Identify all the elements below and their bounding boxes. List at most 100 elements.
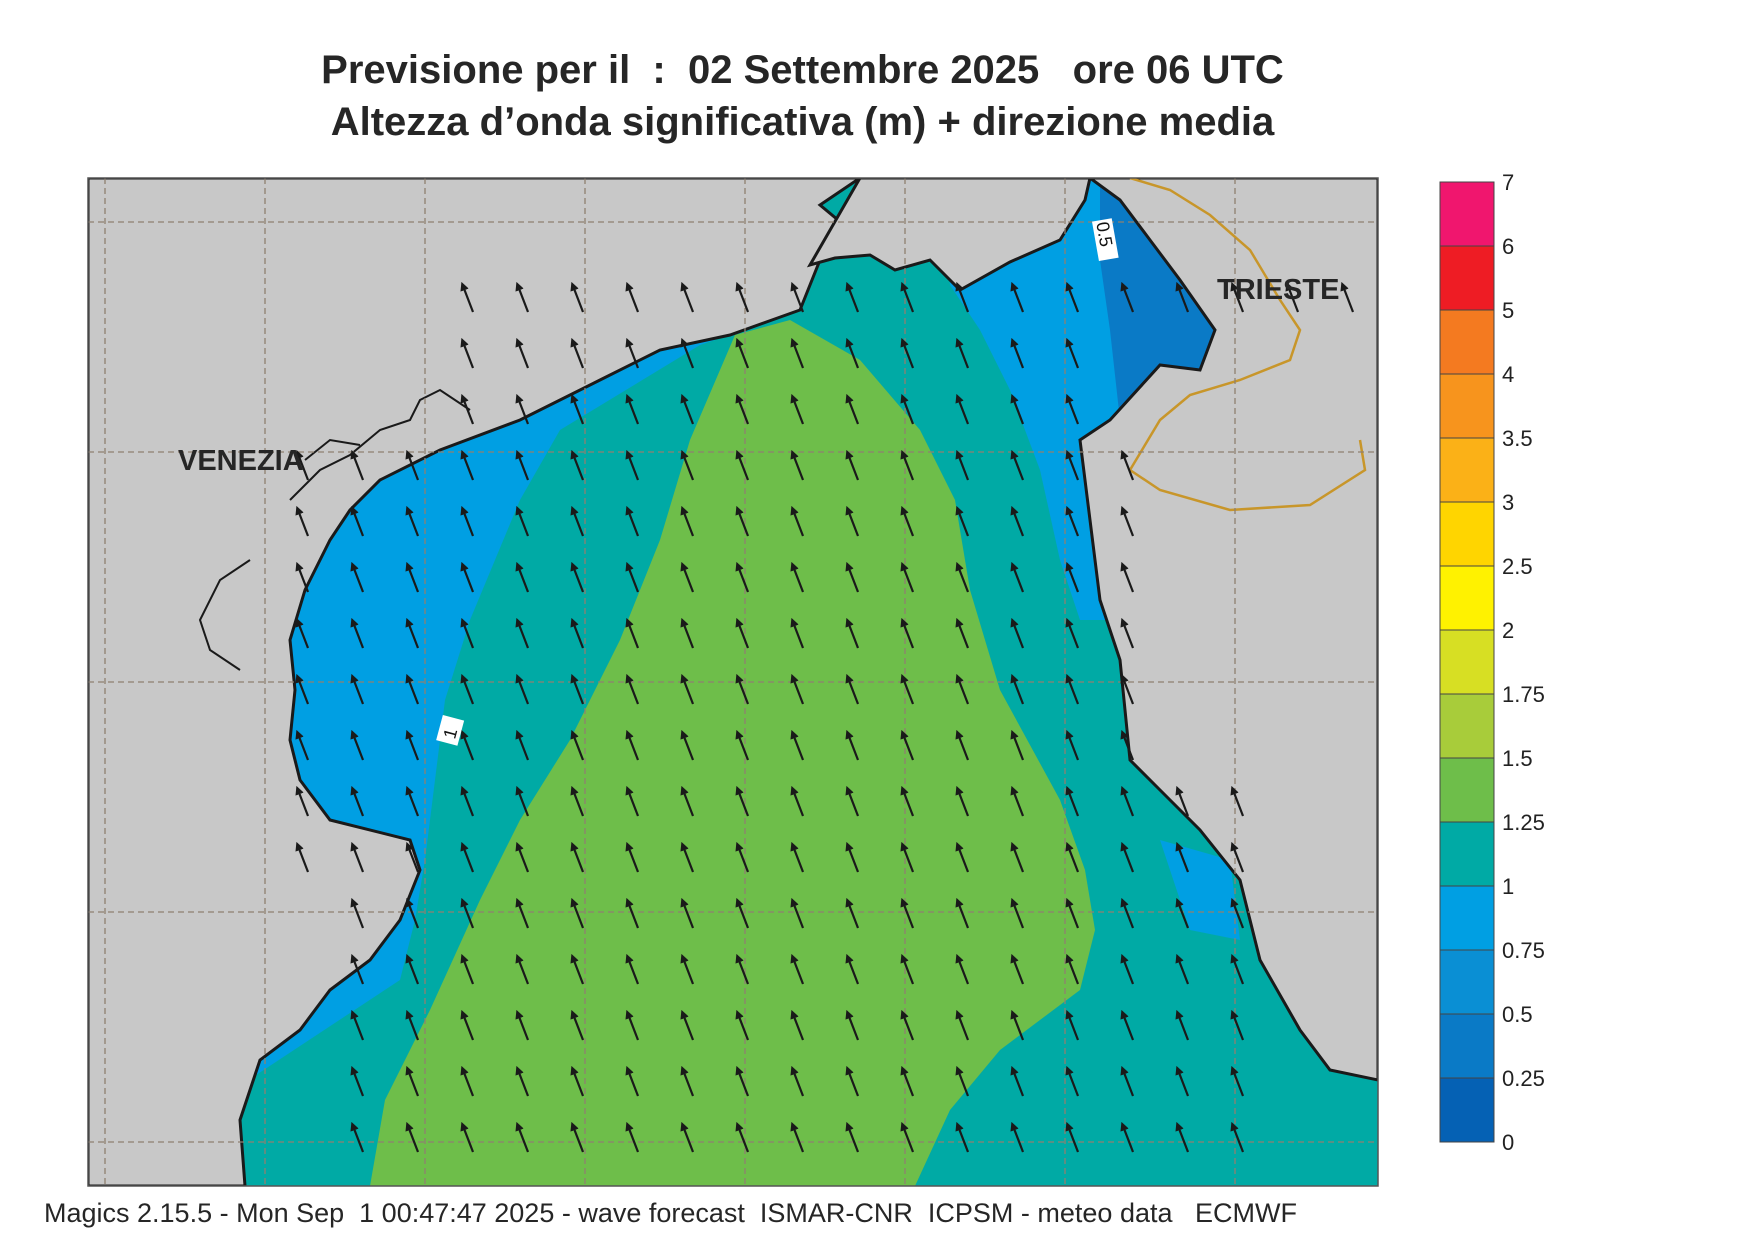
wave-arrow (1230, 785, 1245, 817)
wave-arrow (515, 617, 530, 649)
wave-arrow (570, 617, 585, 649)
wave-arrow (735, 281, 750, 313)
map-frame (87, 177, 1379, 1187)
wave-arrow (625, 505, 640, 537)
legend-color-box (1439, 1077, 1495, 1143)
wave-arrow (1120, 281, 1135, 313)
wave-arrow (570, 897, 585, 929)
wave-arrow (1010, 393, 1025, 425)
wave-arrow (790, 561, 805, 593)
wave-arrow (570, 673, 585, 705)
wave-arrow (1120, 449, 1135, 481)
wave-arrow (900, 281, 915, 313)
wave-arrow (460, 393, 475, 425)
wave-arrow (1065, 281, 1080, 313)
wave-arrow (570, 449, 585, 481)
wave-arrow (845, 337, 860, 369)
wave-arrow (350, 561, 365, 593)
wave-arrow (790, 617, 805, 649)
wave-arrow (1175, 953, 1190, 985)
legend-color-box (1439, 501, 1495, 567)
wave-arrow (1230, 897, 1245, 929)
wave-arrow (955, 505, 970, 537)
wave-arrow (955, 953, 970, 985)
wave-arrow (680, 281, 695, 313)
wave-arrow (845, 561, 860, 593)
wave-arrow (625, 449, 640, 481)
wave-arrow (845, 673, 860, 705)
wave-arrow (570, 1009, 585, 1041)
wave-arrow (460, 617, 475, 649)
wave-arrow (1010, 1009, 1025, 1041)
wave-arrow (735, 841, 750, 873)
wave-arrow (900, 1065, 915, 1097)
wave-arrow (900, 841, 915, 873)
wave-arrow (900, 785, 915, 817)
wave-arrow (735, 1121, 750, 1153)
wave-arrow (515, 953, 530, 985)
wave-arrow (955, 897, 970, 929)
legend-tick-label: 5 (1502, 298, 1514, 323)
wave-arrow (515, 1121, 530, 1153)
legend-tick-label: 4 (1502, 362, 1514, 387)
wave-arrow (1010, 841, 1025, 873)
wave-arrow (790, 673, 805, 705)
wave-arrow (845, 1009, 860, 1041)
wave-arrow (515, 505, 530, 537)
wave-arrow (1120, 1009, 1135, 1041)
wave-arrow (1175, 1065, 1190, 1097)
wave-arrow (460, 785, 475, 817)
wave-arrow (570, 729, 585, 761)
wave-arrow (790, 1009, 805, 1041)
wave-arrow (350, 449, 365, 481)
wave-arrow (790, 897, 805, 929)
wave-arrow (625, 673, 640, 705)
wave-arrow (900, 449, 915, 481)
wave-arrow (570, 337, 585, 369)
contour-label-0-5: 0.5 (1091, 218, 1119, 262)
wave-arrow (1065, 785, 1080, 817)
contour-label-1: 1 (436, 714, 465, 746)
wave-arrow (1120, 841, 1135, 873)
wave-arrow (680, 449, 695, 481)
wave-arrow (790, 281, 805, 313)
wave-arrow (295, 729, 310, 761)
wave-arrow (735, 449, 750, 481)
wave-arrow (735, 617, 750, 649)
wave-arrow (515, 673, 530, 705)
wave-arrow (570, 1121, 585, 1153)
wave-arrow (570, 561, 585, 593)
wave-arrow (900, 1009, 915, 1041)
wave-arrow (350, 841, 365, 873)
wave-arrow (1175, 281, 1190, 313)
wave-arrow (1065, 505, 1080, 537)
legend-tick-label: 7 (1502, 170, 1514, 195)
wave-arrow (845, 617, 860, 649)
wave-arrow (680, 505, 695, 537)
wave-arrow (845, 1065, 860, 1097)
wave-arrow (900, 505, 915, 537)
wave-arrow (625, 729, 640, 761)
wave-arrow (735, 561, 750, 593)
legend-color-box (1439, 437, 1495, 503)
wave-arrow (1175, 1009, 1190, 1041)
legend-color-box (1439, 245, 1495, 311)
wave-arrow (295, 617, 310, 649)
legend-tick-label: 1.25 (1502, 810, 1545, 835)
wave-arrow (735, 1009, 750, 1041)
wave-arrow (460, 953, 475, 985)
legend-color-box (1439, 693, 1495, 759)
wave-arrow (735, 337, 750, 369)
wave-arrow (1065, 449, 1080, 481)
wave-arrow (625, 1121, 640, 1153)
wave-arrow (1010, 337, 1025, 369)
wave-arrow (790, 449, 805, 481)
wave-arrow (1065, 729, 1080, 761)
wave-arrow (1010, 1065, 1025, 1097)
wave-arrow (1010, 953, 1025, 985)
wave-arrow (845, 505, 860, 537)
wave-arrow (515, 393, 530, 425)
wave-arrow (460, 729, 475, 761)
wave-arrow (845, 393, 860, 425)
wave-arrow (955, 561, 970, 593)
